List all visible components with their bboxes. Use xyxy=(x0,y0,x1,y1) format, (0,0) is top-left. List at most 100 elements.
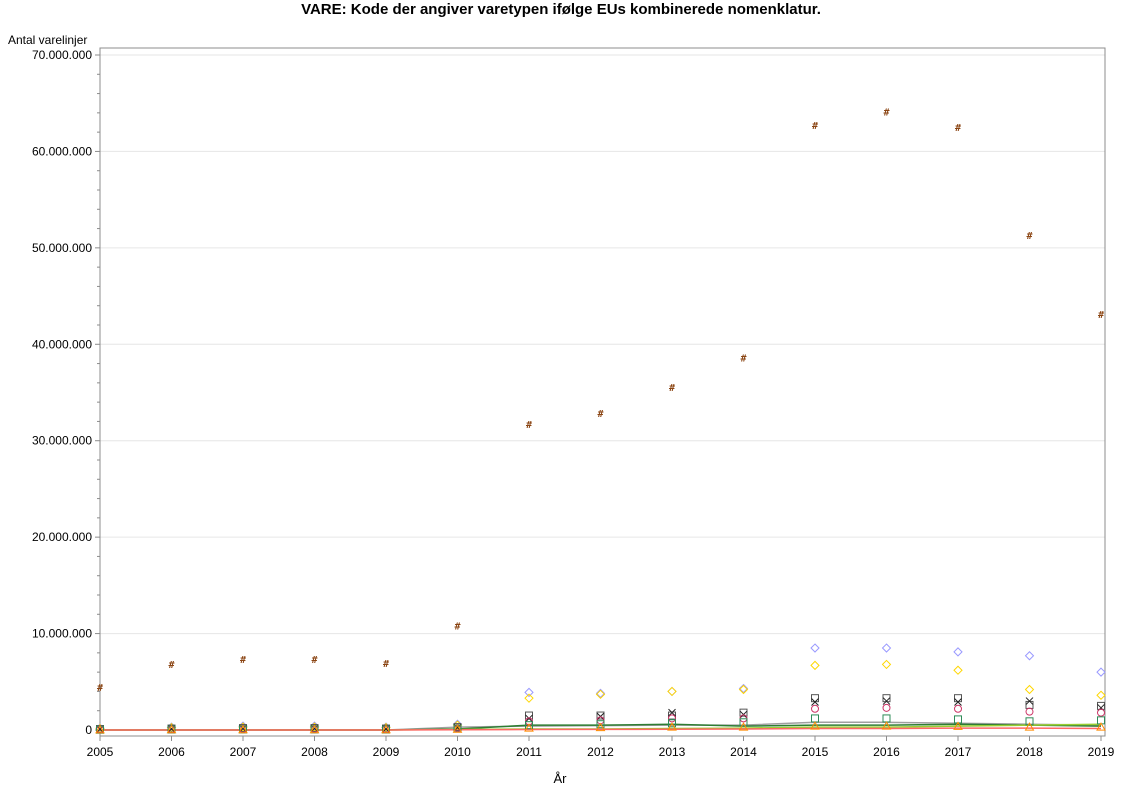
y-tick-label: 0 xyxy=(85,723,92,737)
data-point: # xyxy=(454,621,460,632)
data-point xyxy=(811,694,819,703)
plot-frame xyxy=(99,47,1106,737)
y-tick-label: 10.000.000 xyxy=(32,627,92,641)
x-tick-label: 2011 xyxy=(516,745,542,759)
data-point xyxy=(309,724,320,734)
series-line xyxy=(100,727,1102,731)
y-tick-label: 50.000.000 xyxy=(32,241,92,255)
data-point: # xyxy=(526,420,532,431)
x-tick-label: 2016 xyxy=(873,745,900,759)
data-point xyxy=(1096,690,1106,700)
data-point xyxy=(595,689,606,700)
y-axis-label: Antal varelinjer xyxy=(8,33,88,47)
data-point: # xyxy=(812,121,818,132)
data-point xyxy=(667,686,677,697)
data-point xyxy=(810,721,820,730)
y-tick-label: 20.000.000 xyxy=(32,530,92,544)
x-tick-label: 2006 xyxy=(158,745,185,759)
x-tick-label: 2018 xyxy=(1016,745,1043,759)
data-point xyxy=(954,698,962,706)
y-tick-label: 60.000.000 xyxy=(32,144,92,158)
series-markers: # # # # # # # # # # # # # # # xyxy=(95,107,1106,734)
gridlines xyxy=(100,54,1105,635)
data-point xyxy=(525,721,533,730)
data-point xyxy=(811,714,819,723)
data-point xyxy=(738,683,749,694)
chart-title: VARE: Kode der angiver varetypen ifølge … xyxy=(301,1,821,18)
y-tick-label: 40.000.000 xyxy=(32,337,92,351)
data-point: # xyxy=(1098,310,1104,321)
series-lines xyxy=(100,721,1102,731)
data-point xyxy=(1096,722,1106,731)
data-point xyxy=(452,724,463,733)
x-tick-label: 2015 xyxy=(802,745,829,759)
data-point: # xyxy=(740,353,746,364)
data-point xyxy=(1097,708,1105,717)
data-point xyxy=(881,721,892,730)
data-point xyxy=(953,665,963,675)
data-point xyxy=(881,643,892,653)
x-tick-label: 2005 xyxy=(87,745,114,759)
data-point: # xyxy=(669,383,675,394)
data-point xyxy=(882,703,891,712)
x-tick-label: 2017 xyxy=(945,745,972,759)
data-point xyxy=(1025,700,1034,709)
data-point xyxy=(524,723,534,732)
data-point xyxy=(1024,684,1035,695)
data-point xyxy=(596,720,605,729)
data-point xyxy=(739,718,748,727)
data-point xyxy=(667,686,677,697)
data-point xyxy=(1096,667,1106,677)
data-point xyxy=(1024,722,1035,731)
x-tick-label: 2013 xyxy=(659,745,686,759)
data-point: # xyxy=(383,659,389,670)
data-point: # xyxy=(311,655,317,666)
data-point xyxy=(95,724,105,734)
data-point xyxy=(524,687,534,698)
data-point: # xyxy=(168,660,174,671)
x-axis-label: År xyxy=(553,771,567,786)
data-point xyxy=(953,721,963,730)
data-point xyxy=(525,714,533,723)
data-point xyxy=(668,708,676,717)
data-point xyxy=(668,719,676,728)
x-tick-label: 2012 xyxy=(587,745,614,759)
data-point xyxy=(882,714,891,723)
data-point xyxy=(1025,717,1034,726)
x-tick-label: 2009 xyxy=(373,745,400,759)
y-axis-ticks: 0 10.000.000 20.000.000 30.000.000 40.000.00… xyxy=(32,48,100,737)
data-point xyxy=(882,697,891,705)
x-axis-ticks: 2005 2006 2007 2008 2009 2010 2011 2012 2013 2014… xyxy=(87,736,1115,759)
x-tick-label: 2007 xyxy=(230,745,257,759)
data-point: # xyxy=(1026,231,1032,242)
data-point xyxy=(954,704,962,713)
x-tick-label: 2019 xyxy=(1088,745,1115,759)
data-point xyxy=(810,660,820,671)
data-point xyxy=(1025,707,1034,716)
data-point: # xyxy=(240,655,246,666)
plot-border xyxy=(99,47,1106,737)
data-point xyxy=(524,693,534,703)
data-point xyxy=(811,704,819,713)
x-tick-label: 2008 xyxy=(301,745,328,759)
y-tick-label: 70.000.000 xyxy=(32,48,92,62)
data-point xyxy=(667,722,677,731)
y-tick-label: 30.000.000 xyxy=(32,434,92,448)
data-point xyxy=(811,698,819,706)
data-point xyxy=(810,643,820,653)
data-point xyxy=(596,711,605,720)
data-point xyxy=(739,708,748,717)
data-point xyxy=(738,722,749,731)
data-point xyxy=(738,684,749,695)
x-tick-label: 2010 xyxy=(444,745,471,759)
data-point xyxy=(381,724,391,734)
data-point xyxy=(1025,697,1034,705)
data-point xyxy=(954,694,962,703)
data-point: # xyxy=(883,107,889,118)
data-point xyxy=(953,647,963,657)
data-point: # xyxy=(955,123,961,134)
data-point xyxy=(595,688,606,699)
data-point xyxy=(881,659,892,670)
data-point xyxy=(668,714,676,723)
